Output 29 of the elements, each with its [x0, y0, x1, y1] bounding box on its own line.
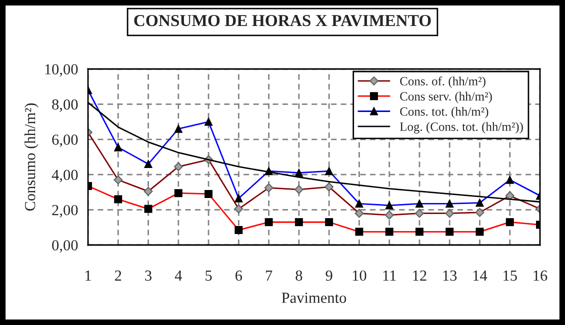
x-tick-label: 5	[206, 270, 212, 281]
legend-label: Cons serv. (hh/m²)	[400, 92, 492, 104]
x-tick-label: 13	[443, 270, 457, 281]
x-tick-label: 2	[114, 270, 122, 281]
x-tick-label: 3	[145, 270, 152, 281]
x-tick-label: 12	[413, 270, 426, 281]
x-tick-label: 16	[534, 270, 548, 281]
x-tick-label: 4	[174, 270, 182, 281]
chart-title: CONSUMO DE HORAS X PAVIMENTO	[134, 14, 431, 26]
x-tick-label: 15	[504, 270, 517, 281]
y-tick-label: 10,00	[45, 64, 78, 77]
y-axis-title: Consumo (hh/m²)	[24, 103, 38, 211]
y-tick-label: 0,00	[52, 240, 78, 253]
x-tick-label: 10	[352, 270, 366, 281]
y-tick-label: 2,00	[52, 204, 78, 218]
x-tick-label: 6	[236, 270, 242, 281]
legend-label: Cons. of. (hh/m²)	[400, 76, 486, 88]
x-tick-label: 9	[326, 270, 332, 281]
x-tick-label: 11	[383, 270, 396, 281]
legend-label: Log. (Cons. tot. (hh/m²))	[400, 122, 523, 134]
y-tick-label: 4,00	[52, 170, 78, 182]
x-tick-label: 14	[473, 270, 488, 281]
y-tick-label: 6,00	[52, 134, 78, 148]
x-tick-label: 1	[86, 270, 91, 281]
legend-label: Cons. tot. (hh/m²)	[400, 106, 488, 118]
y-tick-label: 8,00	[52, 99, 78, 112]
x-tick-label: 7	[266, 270, 272, 281]
x-axis-title: Pavimento	[282, 292, 346, 303]
x-tick-label: 8	[296, 270, 302, 281]
